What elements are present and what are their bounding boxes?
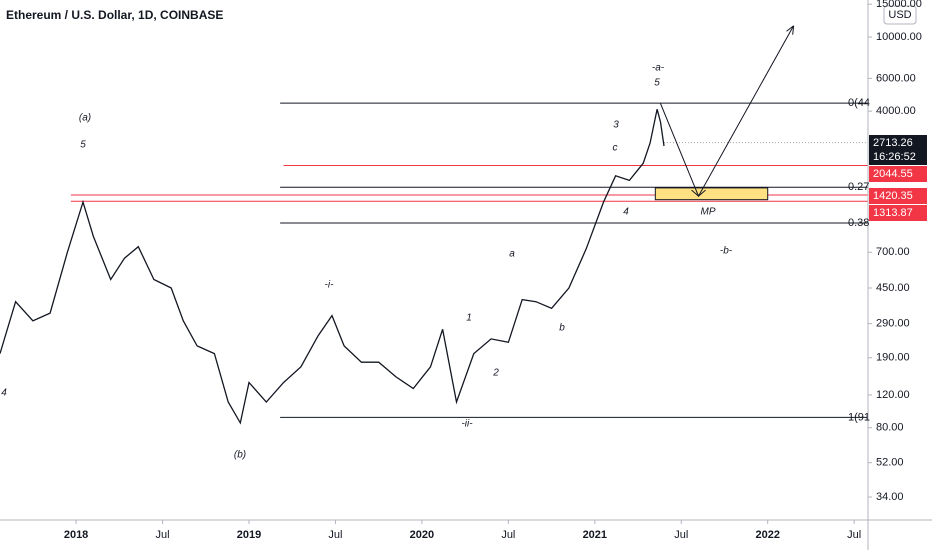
y-tick-label: 700.00 bbox=[876, 246, 910, 258]
chart-title: Ethereum / U.S. Dollar, 1D, COINBASE bbox=[6, 8, 223, 22]
x-tick-label: 2021 bbox=[583, 529, 607, 541]
price-tag bbox=[869, 188, 927, 204]
wave-label: a bbox=[509, 249, 515, 260]
x-tick-label: Jul bbox=[328, 529, 342, 541]
fib-label: 0.38 bbox=[848, 217, 869, 229]
wave-label: -i- bbox=[325, 280, 335, 291]
x-tick-label: Jul bbox=[847, 529, 861, 541]
y-tick-label: 4000.00 bbox=[876, 105, 916, 117]
y-tick-label: 10000.00 bbox=[876, 31, 922, 43]
price-tag bbox=[869, 166, 927, 182]
wave-label: b bbox=[559, 323, 565, 334]
wave-label: 1 bbox=[466, 313, 472, 324]
fib-label: 1(91 bbox=[848, 411, 870, 423]
current-price: 2713.26 bbox=[873, 137, 913, 149]
y-tick-label: 15000.00 bbox=[876, 0, 922, 10]
y-tick-label: 6000.00 bbox=[876, 72, 916, 84]
x-tick-label: 2022 bbox=[755, 529, 779, 541]
x-tick-label: Jul bbox=[674, 529, 688, 541]
fib-label: 0.27 bbox=[848, 181, 869, 193]
price-tag-label: 1420.35 bbox=[873, 190, 913, 202]
wave-label: -b- bbox=[720, 246, 733, 257]
currency[interactable]: USD bbox=[888, 9, 911, 21]
current-price-tag bbox=[869, 135, 927, 165]
wave-label: (a) bbox=[79, 113, 91, 124]
wave-label: 5 bbox=[80, 140, 86, 151]
y-tick-label: 34.00 bbox=[876, 491, 904, 503]
y-tick-label: 190.00 bbox=[876, 352, 910, 364]
x-tick-label: Jul bbox=[156, 529, 170, 541]
price-tag-label: 1313.87 bbox=[873, 207, 913, 219]
currency-badge[interactable] bbox=[883, 5, 917, 25]
wave-label: -ii- bbox=[461, 419, 473, 430]
y-tick-label: 120.00 bbox=[876, 389, 910, 401]
y-tick-label: 450.00 bbox=[876, 282, 910, 294]
plot-area bbox=[0, 25, 868, 425]
countdown: 16:26:52 bbox=[873, 151, 916, 163]
arrow-head bbox=[691, 189, 706, 197]
wave-label: 4 bbox=[1, 388, 7, 399]
x-tick-label: 2020 bbox=[410, 529, 434, 541]
price-line bbox=[0, 109, 665, 425]
wave-label: 2 bbox=[492, 368, 499, 379]
x-tick-label: Jul bbox=[501, 529, 515, 541]
wave-label: c bbox=[613, 143, 618, 154]
wave-label: 3 bbox=[613, 120, 619, 131]
price-tag-label: 2044.55 bbox=[873, 168, 913, 180]
target-zone bbox=[654, 187, 769, 201]
y-tick-label: 80.00 bbox=[876, 422, 904, 434]
wave-label: (b) bbox=[234, 450, 246, 461]
price-tag bbox=[869, 205, 927, 221]
x-tick-label: 2018 bbox=[64, 529, 88, 541]
fib-label: 0(44 bbox=[848, 97, 870, 109]
y-tick-label: 52.00 bbox=[876, 457, 904, 469]
wave-label: MP bbox=[701, 207, 716, 218]
wave-label: 4 bbox=[623, 207, 629, 218]
x-tick-label: 2019 bbox=[237, 529, 261, 541]
y-tick-label: 290.00 bbox=[876, 317, 910, 329]
wave-label: -a- bbox=[652, 63, 665, 74]
wave-label: 5 bbox=[654, 78, 660, 89]
arrow-head bbox=[786, 25, 795, 35]
